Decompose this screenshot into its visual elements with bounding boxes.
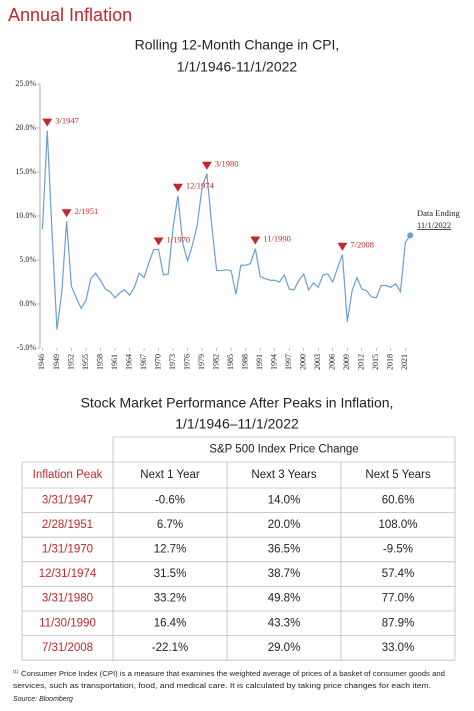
- y-tick-label: 0.0%: [19, 299, 36, 308]
- peak-marker: [172, 183, 183, 192]
- x-tick-label: 1952: [66, 354, 75, 370]
- table-cell: 6.7%: [157, 519, 183, 531]
- table-cell: 7/31/2008: [42, 642, 93, 654]
- cpi-line: [41, 130, 411, 330]
- y-tick-label: 5.0%: [19, 255, 36, 264]
- table-cell: 33.0%: [382, 642, 415, 654]
- x-tick-label: 1976: [182, 354, 191, 370]
- peak-label: 11/1990: [263, 234, 291, 244]
- table-cell: -0.6%: [155, 494, 185, 506]
- peak-label: 2/1951: [75, 206, 99, 216]
- table-cell: 87.9%: [382, 617, 415, 629]
- chart-title: Rolling 12-Month Change in CPI,: [135, 37, 340, 53]
- x-tick-label: 1958: [95, 354, 104, 370]
- x-tick-label: 2006: [328, 354, 337, 370]
- x-tick-label: 2018: [386, 354, 395, 370]
- column-header: Inflation Peak: [33, 469, 103, 481]
- x-tick-label: 2015: [371, 354, 380, 370]
- y-tick-label: 15.0%: [15, 167, 36, 176]
- table-cell: 31.5%: [154, 568, 187, 580]
- table-title: 1/1/1946–11/1/2022: [175, 416, 299, 432]
- column-header: Next 3 Years: [251, 469, 316, 481]
- group-header: S&P 500 Index Price Change: [209, 444, 358, 456]
- footnote-marker: (1): [13, 669, 19, 674]
- end-point: [407, 232, 414, 239]
- table-cell: 57.4%: [382, 568, 415, 580]
- x-tick-label: 1979: [197, 354, 206, 370]
- y-tick-label: 10.0%: [15, 211, 36, 220]
- x-tick-label: 2012: [357, 354, 366, 370]
- table-cell: 36.5%: [268, 544, 301, 556]
- table-cell: 12/31/1974: [39, 568, 97, 580]
- table-cell: 20.0%: [268, 519, 301, 531]
- x-tick-label: 1964: [124, 354, 133, 370]
- source: Source: Bloomberg: [13, 696, 73, 703]
- x-tick-label: 1961: [110, 354, 119, 370]
- x-tick-label: 1997: [284, 354, 293, 370]
- table-cell: 60.6%: [382, 494, 415, 506]
- peak-label: 12/1974: [186, 181, 215, 191]
- peak-marker: [201, 161, 212, 170]
- table-cell: 12.7%: [154, 544, 187, 556]
- table-cell: 16.4%: [154, 617, 187, 629]
- table-cell: 43.3%: [268, 617, 301, 629]
- x-tick-label: 1967: [139, 354, 148, 370]
- table-cell: 2/28/1951: [42, 519, 93, 531]
- x-tick-label: 1988: [240, 354, 249, 370]
- table-cell: 29.0%: [268, 642, 301, 654]
- peak-marker: [153, 237, 164, 246]
- x-tick-label: 1985: [226, 354, 235, 370]
- x-tick-label: 1970: [153, 354, 162, 370]
- peak-label: 3/1947: [55, 116, 79, 126]
- peak-label: 1/1970: [167, 234, 191, 244]
- column-header: Next 1 Year: [140, 469, 200, 481]
- x-tick-label: 2009: [342, 354, 351, 370]
- x-tick-label: 1994: [270, 354, 279, 370]
- chart-title: 1/1/1946-11/1/2022: [177, 59, 298, 75]
- table-cell: -9.5%: [383, 544, 413, 556]
- x-tick-label: 1982: [211, 354, 220, 370]
- table-title: Stock Market Performance After Peaks in …: [81, 395, 394, 411]
- end-note: Data Ending: [417, 208, 460, 218]
- x-tick-label: 2000: [299, 354, 308, 370]
- x-tick-label: 2021: [400, 354, 409, 370]
- x-tick-label: 1949: [52, 354, 61, 370]
- table-cell: -22.1%: [152, 642, 188, 654]
- peak-label: 3/1980: [215, 159, 239, 169]
- table-cell: 38.7%: [268, 568, 301, 580]
- page-title: Annual Inflation: [8, 5, 132, 25]
- peak-marker: [250, 236, 261, 245]
- footnote: services, such as transportation, food, …: [13, 683, 431, 690]
- table-cell: 3/31/1947: [42, 494, 93, 506]
- table-cell: 77.0%: [382, 593, 415, 605]
- table-cell: 1/31/1970: [42, 544, 93, 556]
- table-cell: 11/30/1990: [39, 617, 96, 629]
- column-header: Next 5 Years: [365, 469, 430, 481]
- y-tick-label: 25.0%: [15, 79, 36, 88]
- table-cell: 3/31/1980: [42, 593, 93, 605]
- table-cell: 33.2%: [154, 593, 187, 605]
- x-tick-label: 1973: [168, 354, 177, 370]
- table-cell: 108.0%: [378, 519, 417, 531]
- y-tick-label: 20.0%: [15, 123, 36, 132]
- peak-marker: [42, 118, 53, 127]
- table-cell: 14.0%: [268, 494, 301, 506]
- y-tick-label: -5.0%: [17, 343, 37, 352]
- peak-marker: [61, 209, 72, 218]
- x-tick-label: 1946: [37, 354, 46, 370]
- table-cell: 49.8%: [268, 593, 301, 605]
- x-tick-label: 1991: [255, 354, 264, 370]
- x-tick-label: 2003: [313, 354, 322, 370]
- footnote: Consumer Price Index (CPI) is a measure …: [21, 671, 445, 678]
- x-tick-label: 1955: [81, 354, 90, 370]
- end-note: 11/1/2022: [417, 220, 451, 230]
- peak-label: 7/2008: [350, 240, 374, 250]
- peak-marker: [337, 242, 348, 251]
